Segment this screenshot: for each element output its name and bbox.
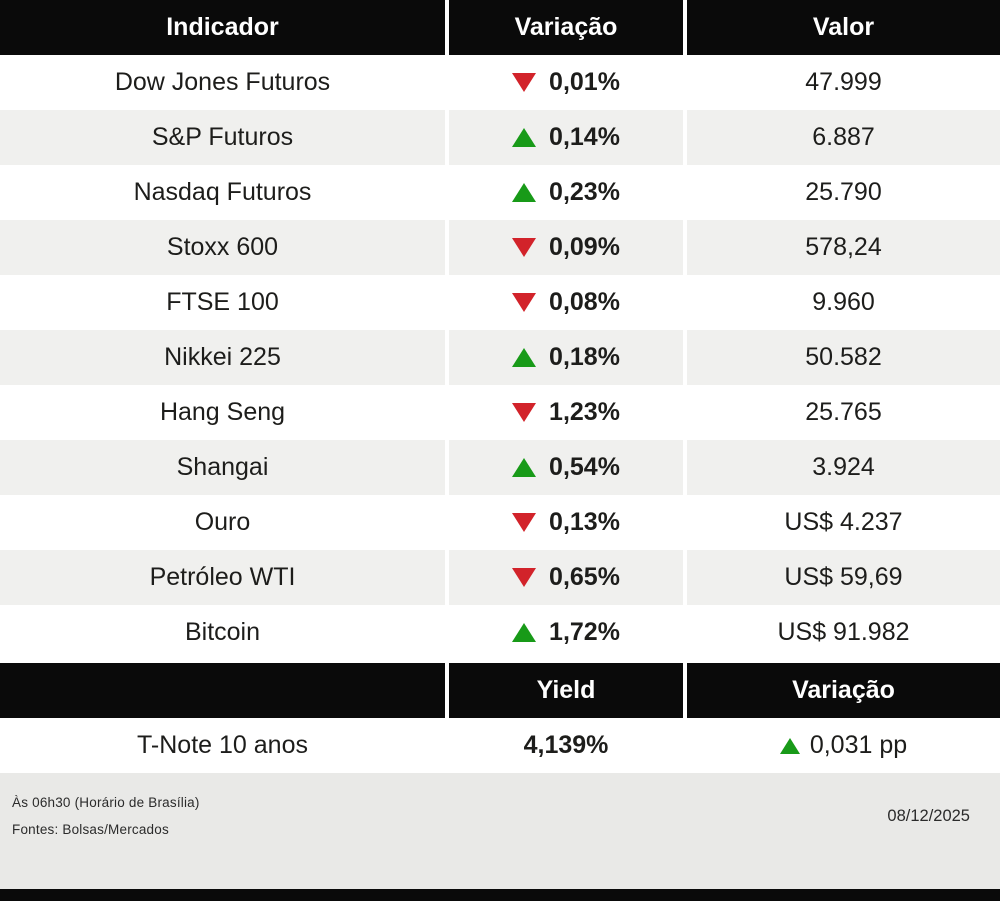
up-triangle-icon — [779, 737, 800, 754]
value-cell: US$ 4.237 — [687, 495, 1000, 550]
bond-header-row: Yield Variação — [0, 663, 1000, 718]
column-header-valor: Valor — [687, 0, 1000, 55]
up-triangle-icon — [512, 348, 537, 367]
variation-value: 1,23% — [549, 398, 620, 426]
table-row: Nasdaq Futuros 0,23% 25.790 — [0, 165, 1000, 220]
table-row: Stoxx 600 0,09% 578,24 — [0, 220, 1000, 275]
value-cell: 50.582 — [687, 330, 1000, 385]
value-cell: US$ 59,69 — [687, 550, 1000, 605]
variation-cell: 1,23% — [449, 385, 683, 440]
variation-value: 0,031 pp — [809, 731, 908, 759]
variation-cell: 0,18% — [449, 330, 683, 385]
variation-value: 0,08% — [549, 288, 620, 316]
indicator-name: Bitcoin — [0, 605, 445, 660]
variation-cell: 0,13% — [449, 495, 683, 550]
indicator-name: Petróleo WTI — [0, 550, 445, 605]
table-row: FTSE 100 0,08% 9.960 — [0, 275, 1000, 330]
up-triangle-icon — [512, 458, 537, 477]
column-header-variacao-bond: Variação — [687, 663, 1000, 718]
value-cell: 25.790 — [687, 165, 1000, 220]
up-triangle-icon — [512, 128, 537, 147]
indicator-name: Stoxx 600 — [0, 220, 445, 275]
variation-cell: 0,09% — [449, 220, 683, 275]
value-cell: US$ 91.982 — [687, 605, 1000, 660]
table-row: Petróleo WTI 0,65% US$ 59,69 — [0, 550, 1000, 605]
variation-value: 1,72% — [549, 618, 620, 646]
indicator-name: Ouro — [0, 495, 445, 550]
value-cell: 3.924 — [687, 440, 1000, 495]
variation-cell: 0,08% — [449, 275, 683, 330]
down-triangle-icon — [512, 73, 537, 92]
variation-value: 0,18% — [549, 343, 620, 371]
main-header-row: Indicador Variação Valor — [0, 0, 1000, 55]
bond-header-empty — [0, 663, 445, 718]
indicator-name: S&P Futuros — [0, 110, 445, 165]
indicator-name: Shangai — [0, 440, 445, 495]
variation-cell: 0,031 pp — [687, 718, 1000, 773]
table-row: Dow Jones Futuros 0,01% 47.999 — [0, 55, 1000, 110]
footer-notes: Às 06h30 (Horário de Brasília) Fontes: B… — [12, 789, 200, 843]
variation-value: 0,65% — [549, 563, 620, 591]
yield-value: 4,139% — [449, 718, 683, 773]
variation-cell: 0,54% — [449, 440, 683, 495]
variation-cell: 1,72% — [449, 605, 683, 660]
variation-cell: 0,14% — [449, 110, 683, 165]
down-triangle-icon — [512, 293, 537, 312]
table-row: Bitcoin 1,72% US$ 91.982 — [0, 605, 1000, 660]
indicator-name: T-Note 10 anos — [0, 718, 445, 773]
variation-value: 0,14% — [549, 123, 620, 151]
bottom-black-bar — [0, 889, 1000, 901]
down-triangle-icon — [512, 513, 537, 532]
column-header-indicador: Indicador — [0, 0, 445, 55]
value-cell: 578,24 — [687, 220, 1000, 275]
indicator-name: FTSE 100 — [0, 275, 445, 330]
variation-cell: 0,65% — [449, 550, 683, 605]
variation-value: 0,23% — [549, 178, 620, 206]
variation-value: 0,01% — [549, 68, 620, 96]
table-row: Nikkei 225 0,18% 50.582 — [0, 330, 1000, 385]
variation-value: 0,54% — [549, 453, 620, 481]
table-row: Hang Seng 1,23% 25.765 — [0, 385, 1000, 440]
indicator-name: Nasdaq Futuros — [0, 165, 445, 220]
indicator-name: Hang Seng — [0, 385, 445, 440]
value-cell: 9.960 — [687, 275, 1000, 330]
down-triangle-icon — [512, 238, 537, 257]
footer-sources: Fontes: Bolsas/Mercados — [12, 822, 169, 837]
variation-value: 0,13% — [549, 508, 620, 536]
value-cell: 47.999 — [687, 55, 1000, 110]
column-header-yield: Yield — [449, 663, 683, 718]
down-triangle-icon — [512, 403, 537, 422]
table-row: Shangai 0,54% 3.924 — [0, 440, 1000, 495]
table-row: S&P Futuros 0,14% 6.887 — [0, 110, 1000, 165]
section-divider — [0, 660, 1000, 663]
value-cell: 6.887 — [687, 110, 1000, 165]
table-row: Ouro 0,13% US$ 4.237 — [0, 495, 1000, 550]
up-triangle-icon — [512, 183, 537, 202]
bond-row: T-Note 10 anos 4,139% 0,031 pp — [0, 718, 1000, 773]
footer: Às 06h30 (Horário de Brasília) Fontes: B… — [0, 773, 1000, 889]
footer-time-note: Às 06h30 (Horário de Brasília) — [12, 795, 200, 810]
variation-cell: 0,23% — [449, 165, 683, 220]
down-triangle-icon — [512, 568, 537, 587]
up-triangle-icon — [512, 623, 537, 642]
indicator-name: Dow Jones Futuros — [0, 55, 445, 110]
indicator-name: Nikkei 225 — [0, 330, 445, 385]
footer-date: 08/12/2025 — [887, 807, 970, 825]
variation-cell: 0,01% — [449, 55, 683, 110]
column-header-variacao: Variação — [449, 0, 683, 55]
value-cell: 25.765 — [687, 385, 1000, 440]
variation-value: 0,09% — [549, 233, 620, 261]
